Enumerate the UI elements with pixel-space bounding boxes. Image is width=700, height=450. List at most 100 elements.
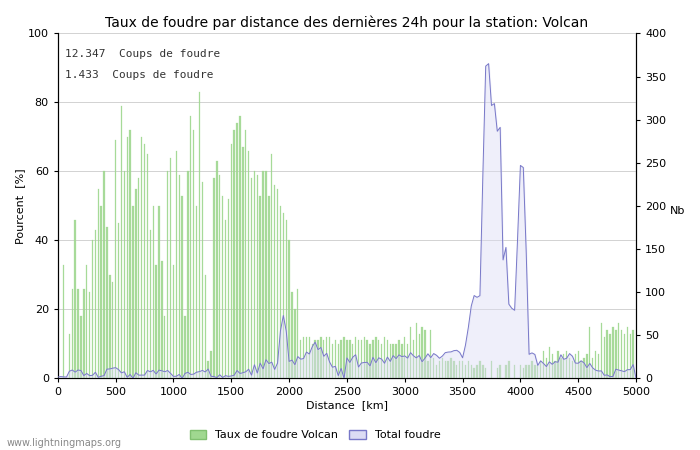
Bar — [540, 361, 541, 378]
Bar — [404, 337, 405, 378]
Bar — [598, 354, 599, 378]
Bar — [323, 341, 325, 378]
Legend: Taux de foudre Volcan, Total foudre: Taux de foudre Volcan, Total foudre — [185, 425, 445, 445]
Bar — [239, 116, 241, 378]
Bar — [228, 199, 229, 378]
Bar — [519, 364, 521, 378]
Bar — [485, 368, 486, 378]
Bar — [410, 327, 411, 378]
Bar — [523, 368, 524, 378]
Bar — [288, 240, 290, 378]
Text: www.lightningmaps.org: www.lightningmaps.org — [7, 438, 122, 448]
Bar — [204, 275, 206, 378]
Bar — [491, 361, 492, 378]
Bar — [549, 347, 550, 378]
Bar — [199, 92, 200, 378]
Bar — [583, 358, 584, 378]
Bar — [375, 337, 377, 378]
Bar — [101, 206, 102, 378]
Bar — [370, 344, 371, 378]
Bar — [196, 206, 197, 378]
Bar — [450, 358, 452, 378]
Bar — [626, 327, 628, 378]
Bar — [633, 330, 634, 378]
Bar — [291, 292, 293, 378]
Bar — [546, 358, 547, 378]
Bar — [416, 323, 417, 378]
Bar — [167, 171, 169, 378]
Bar — [384, 337, 385, 378]
Bar — [135, 189, 136, 378]
Title: Taux de foudre par distance des dernières 24h pour la station: Volcan: Taux de foudre par distance des dernière… — [106, 15, 589, 30]
Bar — [176, 151, 177, 378]
Bar — [104, 171, 105, 378]
Bar — [118, 223, 119, 378]
Bar — [621, 330, 622, 378]
Bar — [358, 341, 359, 378]
Bar — [280, 206, 281, 378]
Bar — [456, 364, 458, 378]
Bar — [120, 106, 122, 378]
Bar — [537, 364, 538, 378]
Bar — [190, 116, 192, 378]
Bar — [355, 337, 356, 378]
Bar — [360, 341, 362, 378]
Bar — [132, 206, 134, 378]
Bar — [173, 265, 174, 378]
Bar — [624, 333, 625, 378]
Bar — [222, 196, 223, 378]
Bar — [542, 351, 544, 378]
Bar — [430, 330, 431, 378]
Bar — [381, 344, 382, 378]
Bar — [453, 361, 454, 378]
Bar — [433, 358, 435, 378]
Bar — [386, 341, 388, 378]
Bar — [615, 330, 617, 378]
Bar — [326, 337, 328, 378]
Bar — [439, 361, 440, 378]
Bar — [526, 364, 527, 378]
Bar — [343, 337, 344, 378]
Bar — [184, 316, 186, 378]
Bar — [508, 361, 510, 378]
Bar — [153, 206, 154, 378]
Bar — [219, 175, 220, 378]
Bar — [444, 361, 446, 378]
Bar — [106, 227, 108, 378]
Bar — [147, 154, 148, 378]
Bar — [563, 354, 564, 378]
Bar — [465, 364, 466, 378]
Bar — [390, 344, 391, 378]
Bar — [245, 130, 246, 378]
Bar — [500, 364, 501, 378]
Bar — [234, 130, 235, 378]
Bar — [225, 220, 226, 378]
Bar — [127, 137, 128, 378]
Bar — [378, 341, 379, 378]
Bar — [595, 351, 596, 378]
Bar — [309, 337, 310, 378]
Bar — [482, 364, 484, 378]
Bar — [202, 182, 203, 378]
Bar — [271, 154, 272, 378]
Bar — [335, 341, 336, 378]
Bar — [265, 171, 267, 378]
Bar — [170, 158, 172, 378]
Bar — [442, 358, 443, 378]
Bar — [363, 337, 365, 378]
Bar — [63, 265, 64, 378]
Bar — [552, 354, 553, 378]
Bar — [480, 361, 481, 378]
Bar — [528, 364, 530, 378]
Bar — [476, 364, 477, 378]
Bar — [303, 337, 304, 378]
Bar — [496, 368, 498, 378]
Bar — [237, 123, 238, 378]
Bar — [580, 361, 582, 378]
Bar — [262, 171, 264, 378]
Bar — [421, 327, 423, 378]
X-axis label: Distance  [km]: Distance [km] — [306, 400, 388, 410]
Bar — [297, 289, 298, 378]
Bar — [92, 240, 93, 378]
Bar — [207, 361, 209, 378]
